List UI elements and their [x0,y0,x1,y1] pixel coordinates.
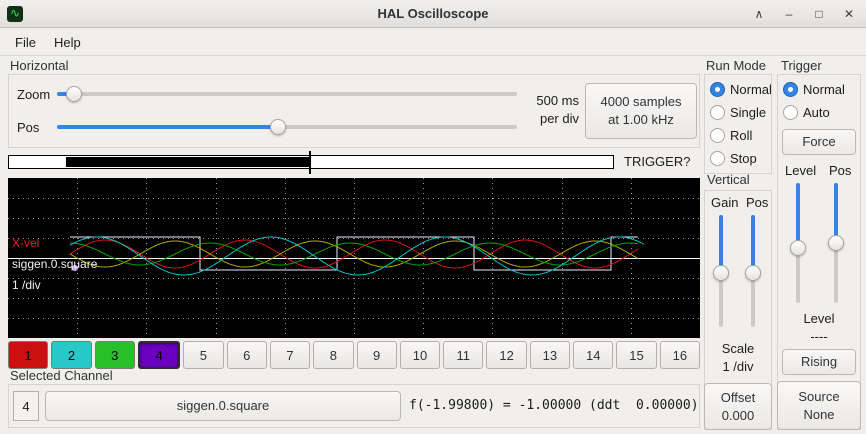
channel-button-1[interactable]: 1 [8,341,49,369]
trigger-pos-slider-handle[interactable] [828,235,844,251]
zoom-slider[interactable] [57,86,517,102]
horizontal-pos-slider-handle[interactable] [270,119,287,135]
channel-button-2[interactable]: 2 [51,341,92,369]
trigger-edge-button[interactable]: Rising [782,349,856,375]
trigger-level-slider-handle[interactable] [790,240,806,257]
title-bar: ∿ HAL Oscilloscope ∧ – □ ✕ [0,0,866,28]
selected-channel-source-button[interactable]: siggen.0.square [45,391,401,421]
offset-button[interactable]: Offset 0.000 [704,383,772,430]
trigger-option-auto[interactable]: Auto [783,101,845,124]
app-icon: ∿ [7,6,23,22]
channel-value-readout: f(-1.99800) = -1.00000 (ddt 0.00000) [409,398,699,413]
time-per-div: 500 ms per div [536,93,579,126]
scale-value: 1 /div [722,359,754,374]
run-mode-option-normal[interactable]: Normal [710,78,772,101]
trigger-level-value: ---- [810,329,828,344]
channel-buttons: 1 2 3 4 5 6 7 8 9 10 11 12 13 14 15 16 [8,341,700,369]
channel-button-8[interactable]: 8 [313,341,354,369]
vertical-pos-label: Pos [746,195,769,210]
trigger-auto-icon [783,105,798,120]
vertical-gain-slider-handle[interactable] [713,264,729,281]
selected-channel-group: 4 siggen.0.square f(-1.99800) = -1.00000… [8,384,700,428]
trigger-level-caption: Level [803,311,835,326]
force-button[interactable]: Force [782,129,856,155]
channel-button-15[interactable]: 15 [616,341,657,369]
vertical-group-label: Vertical [707,172,750,187]
trigger-level-label: Level [785,163,817,178]
run-mode-option-stop[interactable]: Stop [710,147,772,170]
trigger-status-label: TRIGGER? [624,154,691,169]
record-position-bar[interactable] [8,151,614,174]
radio-roll-icon [710,128,725,143]
gain-label: Gain [711,195,739,210]
trigger-pos-slider[interactable] [828,183,844,303]
menu-bar: File Help [0,29,866,56]
channel-button-10[interactable]: 10 [399,341,441,369]
scale-label: Scale [721,341,755,356]
trigger-pos-label: Pos [829,163,852,178]
channel-button-4[interactable]: 4 [137,341,181,369]
close-icon[interactable]: ✕ [843,7,855,21]
channel-button-9[interactable]: 9 [356,341,397,369]
trigger-position-marker [309,151,311,174]
trigger-group: Normal Auto Force Level Pos Level ---- R… [777,74,861,430]
run-mode-option-single[interactable]: Single [710,101,772,124]
zoom-slider-handle[interactable] [65,86,82,102]
zoom-label: Zoom [17,87,51,102]
channel-button-16[interactable]: 16 [659,341,700,369]
vertical-pos-slider[interactable] [745,215,761,327]
channel-button-14[interactable]: 14 [573,341,614,369]
channel-button-3[interactable]: 3 [94,341,135,369]
horizontal-group-label: Horizontal [10,58,69,73]
window-title: HAL Oscilloscope [377,6,489,21]
scope-canvas [8,178,700,338]
scope-display: X-vel siggen.0.square 1 /div [8,178,700,338]
trigger-level-slider[interactable] [790,183,806,303]
minimize-icon[interactable]: – [785,7,793,21]
run-mode-group-label: Run Mode [706,58,766,73]
maximize-icon[interactable]: □ [815,7,823,21]
radio-single-icon [710,105,725,120]
radio-normal-icon [710,82,725,97]
record-window-indicator [66,157,311,167]
trigger-group-label: Trigger [781,58,822,73]
horizontal-pos-slider[interactable] [57,119,517,135]
menu-help[interactable]: Help [53,34,81,50]
channel-button-6[interactable]: 6 [226,341,267,369]
vertical-gain-slider[interactable] [713,215,729,327]
vertical-group: Gain Pos Scale 1 /div Offset 0.000 [704,190,772,430]
channel-button-11[interactable]: 11 [443,341,484,369]
trigger-option-normal[interactable]: Normal [783,78,845,101]
shade-icon[interactable]: ∧ [754,7,764,21]
run-mode-group: Normal Single Roll Stop [704,74,772,174]
horizontal-group: Zoom Pos 500 ms per div 4000 samples at … [8,74,700,148]
pos-label: Pos [17,120,40,135]
channel-button-13[interactable]: 13 [529,341,571,369]
channel-button-7[interactable]: 7 [269,341,311,369]
samples-button[interactable]: 4000 samples at 1.00 kHz [585,83,697,139]
channel-button-12[interactable]: 12 [486,341,527,369]
selected-channel-group-label: Selected Channel [10,368,113,383]
trigger-normal-icon [783,82,798,97]
run-mode-option-roll[interactable]: Roll [710,124,772,147]
selected-channel-number: 4 [13,391,39,421]
trigger-source-button[interactable]: Source None [777,381,861,430]
radio-stop-icon [710,151,725,166]
menu-file[interactable]: File [15,34,36,50]
channel-button-5[interactable]: 5 [183,341,224,369]
vertical-pos-slider-handle[interactable] [745,264,761,281]
